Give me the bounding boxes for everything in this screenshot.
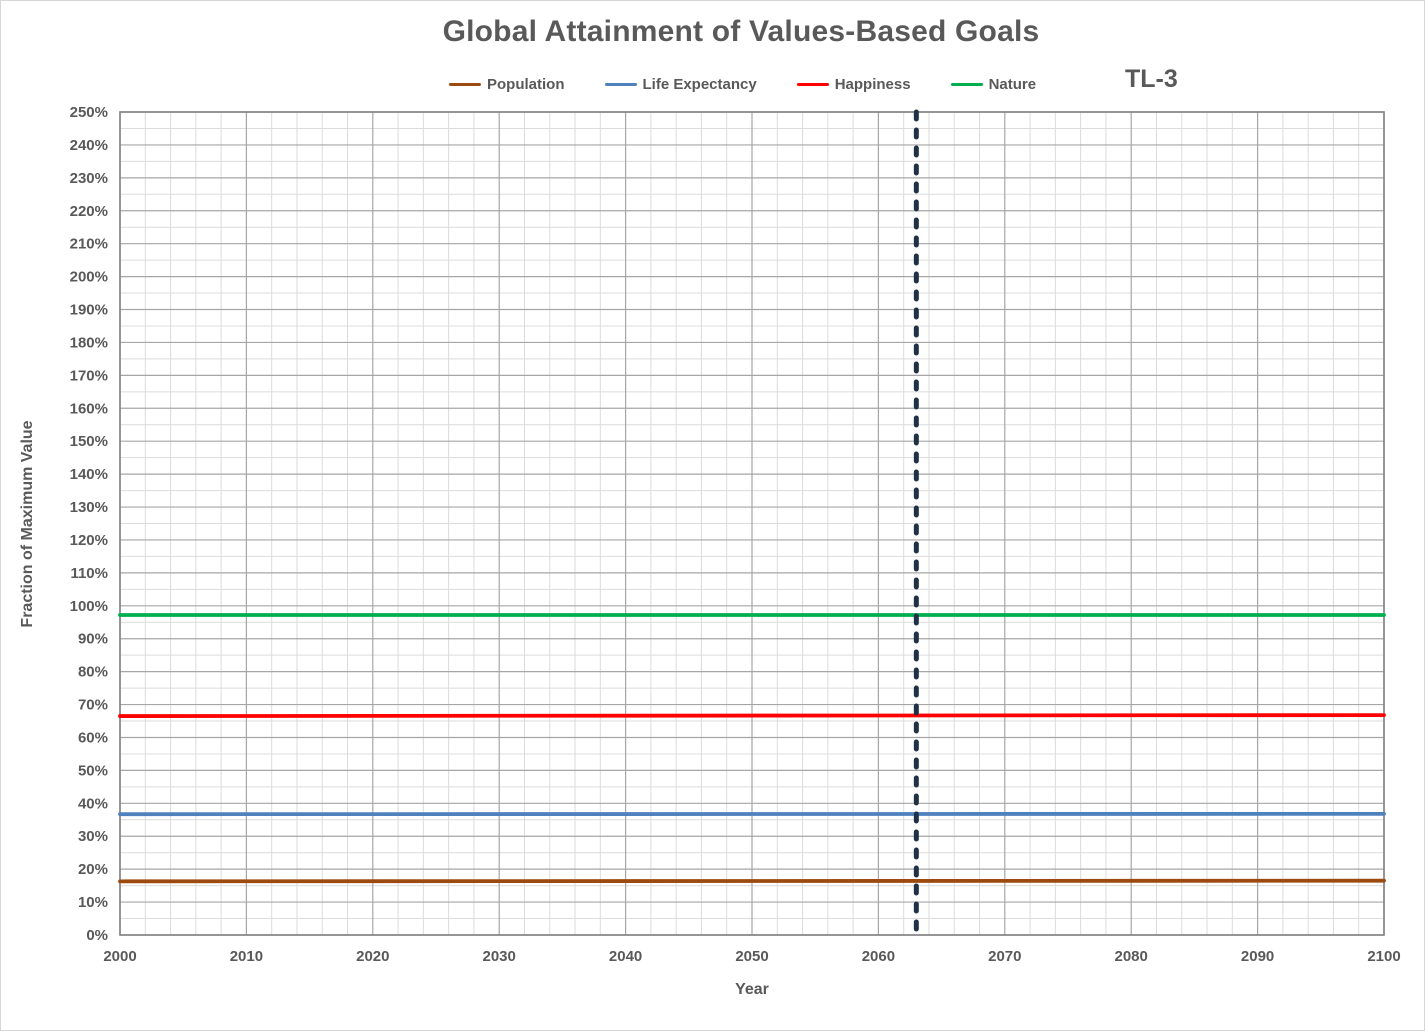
- y-tick-label: 190%: [70, 302, 108, 319]
- x-tick-label: 2090: [1241, 948, 1274, 965]
- x-tick-label: 2000: [103, 948, 136, 965]
- x-tick-label: 2020: [356, 948, 389, 965]
- plot-border: [119, 111, 1385, 936]
- x-tick-label: 2040: [609, 948, 642, 965]
- legend-swatch-icon: [604, 82, 637, 86]
- y-tick-label: 50%: [78, 762, 108, 779]
- legend-label: Life Expectancy: [642, 75, 757, 93]
- y-tick-label: 0%: [86, 927, 108, 944]
- x-tick-label: 2100: [1367, 948, 1400, 965]
- legend-item-happiness[interactable]: Happiness: [796, 75, 911, 93]
- y-tick-label: 150%: [70, 433, 108, 450]
- y-tick-label: 20%: [78, 861, 108, 878]
- legend-item-life-expectancy[interactable]: Life Expectancy: [604, 75, 757, 93]
- y-tick-label: 170%: [70, 367, 108, 384]
- legend-item-nature[interactable]: Nature: [950, 75, 1037, 93]
- y-tick-label: 230%: [70, 170, 108, 187]
- y-tick-label: 210%: [70, 236, 108, 253]
- y-tick-label: 200%: [70, 269, 108, 286]
- y-tick-label: 240%: [70, 137, 108, 154]
- legend-swatch-icon: [796, 82, 829, 86]
- y-tick-label: 100%: [70, 598, 108, 615]
- x-tick-label: 2080: [1115, 948, 1148, 965]
- y-tick-label: 90%: [78, 631, 108, 648]
- y-tick-label: 120%: [70, 532, 108, 549]
- legend-item-population[interactable]: Population: [449, 76, 565, 93]
- y-tick-label: 60%: [78, 729, 108, 746]
- y-tick-label: 160%: [70, 400, 108, 417]
- y-tick-label: 110%: [70, 565, 108, 582]
- x-tick-label: 2050: [735, 948, 768, 965]
- y-tick-label: 250%: [70, 104, 108, 121]
- legend-label: Happiness: [834, 75, 911, 93]
- y-tick-label: 80%: [78, 664, 108, 681]
- y-tick-label: 140%: [70, 466, 108, 483]
- x-tick-label: 2070: [988, 948, 1021, 965]
- x-tick-label: 2010: [230, 948, 263, 965]
- scenario-label: TL-3: [1125, 65, 1178, 93]
- legend-label: Population: [487, 75, 565, 93]
- chart-title: Global Attainment of Values-Based Goals: [442, 15, 1040, 48]
- x-axis-title: Year: [735, 981, 769, 998]
- legend-label: Nature: [988, 75, 1037, 93]
- y-tick-label: 10%: [78, 894, 108, 911]
- x-tick-label: 2060: [862, 948, 895, 965]
- legend-swatch-icon: [449, 82, 481, 86]
- y-tick-label: 40%: [78, 795, 108, 812]
- series-line-population: [118, 878, 1386, 884]
- y-tick-label: 70%: [78, 697, 108, 714]
- chart-legend: Population Life Expectancy Happiness Nature: [449, 74, 1036, 94]
- series-line-happiness: [118, 713, 1386, 718]
- y-tick-label: 220%: [70, 203, 108, 220]
- y-tick-label: 130%: [70, 499, 108, 516]
- y-tick-label: 30%: [78, 828, 108, 845]
- y-axis-title: Fraction of Maximum Value: [19, 420, 36, 628]
- y-tick-label: 180%: [70, 334, 108, 351]
- x-tick-label: 2030: [483, 948, 516, 965]
- legend-swatch-icon: [950, 82, 983, 86]
